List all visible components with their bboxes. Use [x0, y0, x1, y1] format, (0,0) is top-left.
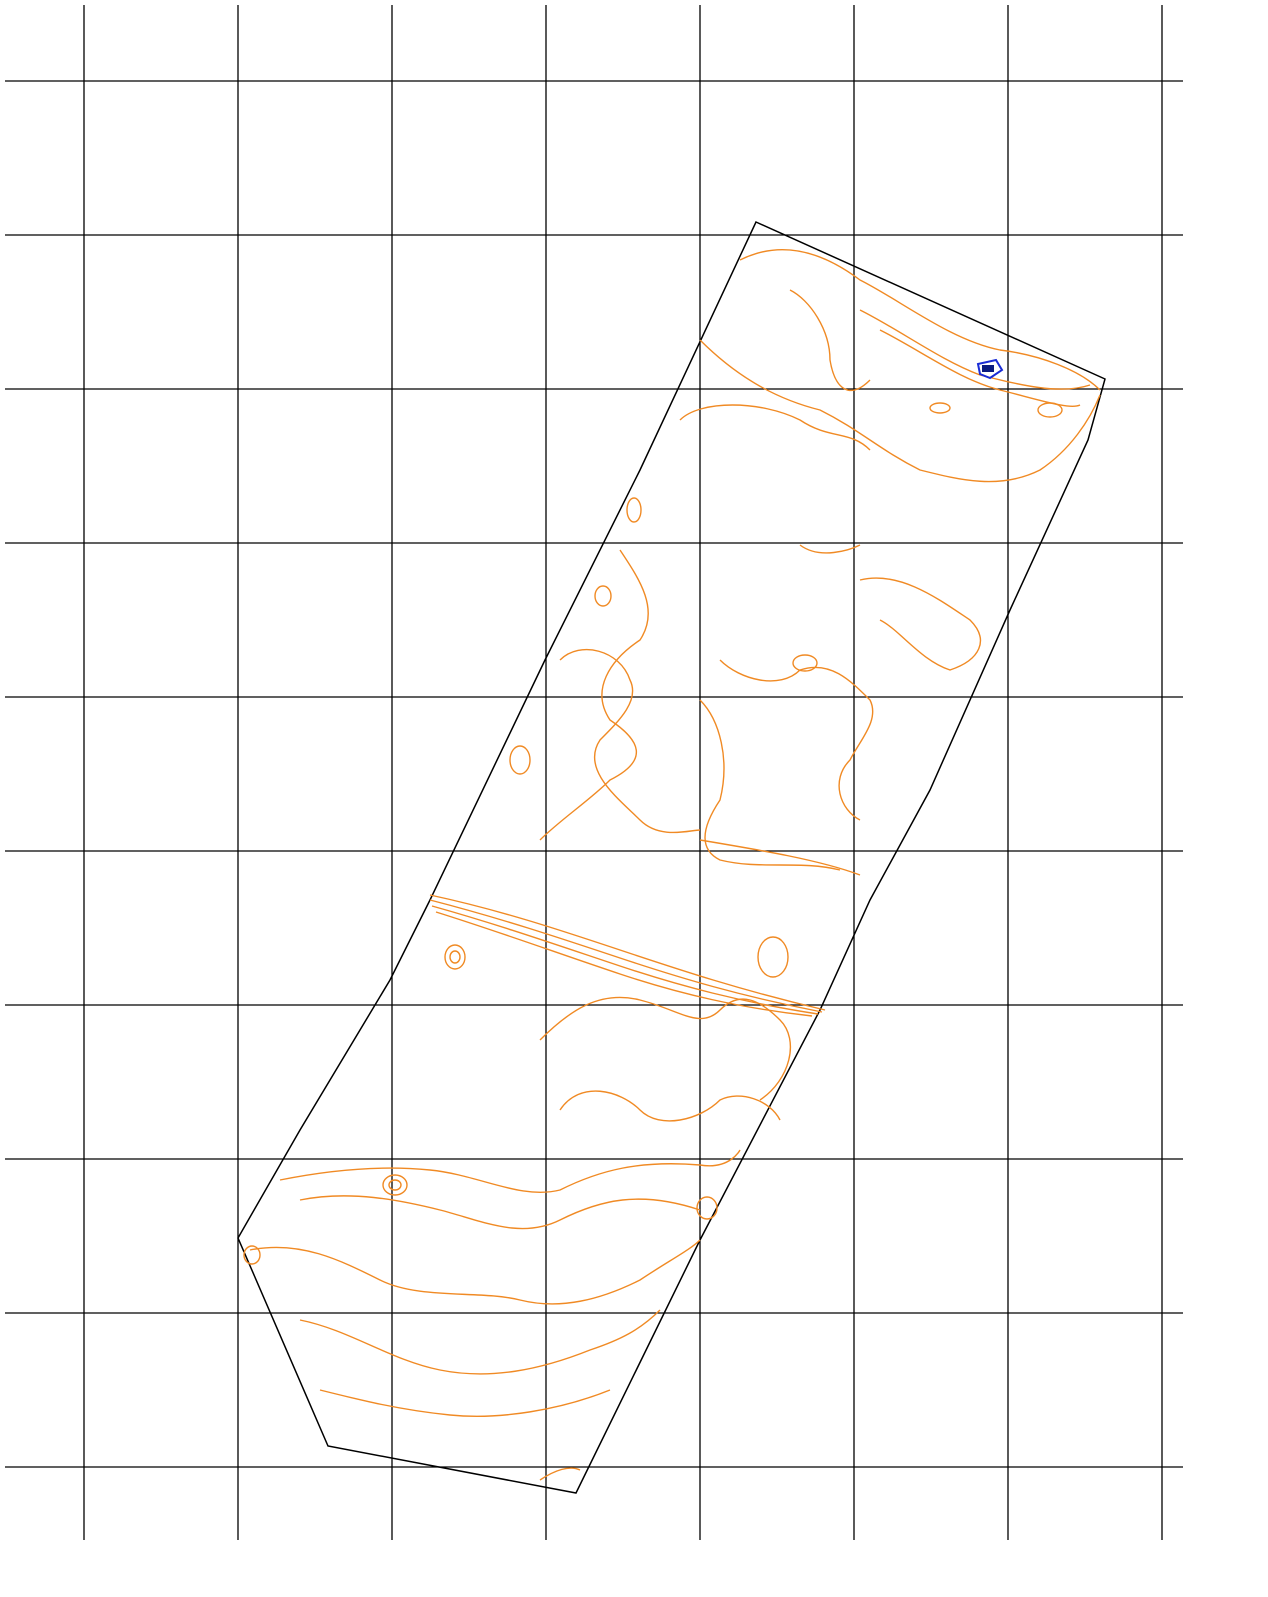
contour — [627, 498, 641, 522]
topographic-map — [0, 0, 1268, 1597]
contour — [450, 951, 460, 963]
contour — [280, 1150, 740, 1192]
contour — [720, 660, 873, 820]
contour — [430, 895, 825, 1010]
contour — [740, 250, 1100, 390]
contour — [445, 945, 465, 969]
contour — [383, 1175, 407, 1195]
contour — [244, 1246, 260, 1264]
contour — [860, 310, 1090, 389]
contour — [436, 912, 812, 1016]
structure — [982, 365, 994, 372]
contour — [389, 1180, 401, 1190]
contour — [930, 403, 950, 413]
contour — [880, 330, 1080, 406]
contour — [700, 340, 1100, 482]
contour — [1038, 403, 1062, 417]
contour — [300, 1310, 660, 1374]
contour — [800, 545, 980, 670]
contour — [510, 746, 530, 774]
coordinate-grid — [5, 5, 1183, 1540]
contour — [700, 700, 840, 870]
contour — [680, 405, 870, 450]
contour — [595, 586, 611, 606]
contour — [320, 1390, 610, 1416]
contour — [758, 937, 788, 977]
contour — [300, 1196, 700, 1229]
survey-boundary — [238, 222, 1105, 1493]
contour — [430, 900, 822, 1012]
contour — [250, 1240, 700, 1304]
contour — [560, 1091, 780, 1121]
contour — [790, 290, 870, 390]
contour — [540, 997, 790, 1100]
